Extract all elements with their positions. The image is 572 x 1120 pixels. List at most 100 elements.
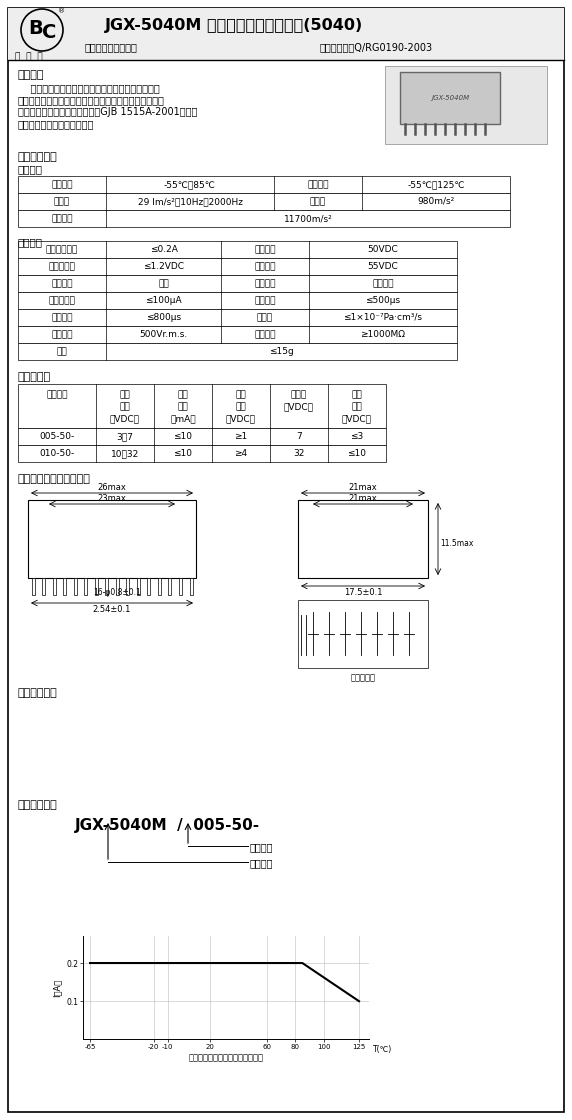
Text: 底视接线图: 底视接线图 xyxy=(351,673,375,682)
Text: ≤10: ≤10 xyxy=(348,449,367,458)
Text: 输入: 输入 xyxy=(178,390,188,399)
Text: 可靠性高等优点。该继电器符合GJB 1515A-2001《固体: 可靠性高等优点。该继电器符合GJB 1515A-2001《固体 xyxy=(18,108,197,116)
Bar xyxy=(298,500,428,578)
Text: 继电器总规范》的质量要求。: 继电器总规范》的质量要求。 xyxy=(18,119,94,129)
Text: B: B xyxy=(29,19,43,37)
Text: 绣缘电阴: 绣缘电阴 xyxy=(254,330,276,339)
Text: ≤500μs: ≤500μs xyxy=(366,296,400,305)
Text: 2.54±0.1: 2.54±0.1 xyxy=(93,605,131,614)
Text: （mA）: （mA） xyxy=(170,414,196,423)
Text: 质量: 质量 xyxy=(57,347,67,356)
Text: 规格序号: 规格序号 xyxy=(250,842,273,852)
Text: 55VDC: 55VDC xyxy=(368,262,398,271)
Text: 介质耗压: 介质耗压 xyxy=(51,330,73,339)
Text: 26max: 26max xyxy=(98,483,126,492)
Text: 反极性: 反极性 xyxy=(291,390,307,399)
Text: （VDC）: （VDC） xyxy=(342,414,372,423)
Text: -55℃～125℃: -55℃～125℃ xyxy=(407,180,464,189)
Bar xyxy=(126,578,129,595)
Bar xyxy=(116,578,119,595)
Text: C: C xyxy=(42,22,56,41)
Text: 7: 7 xyxy=(296,432,302,441)
Bar xyxy=(137,578,140,595)
Text: 环境参数: 环境参数 xyxy=(18,164,43,174)
Text: ≤800μs: ≤800μs xyxy=(146,312,181,323)
Text: T(℃): T(℃) xyxy=(373,1045,392,1054)
Text: ≤3: ≤3 xyxy=(351,432,364,441)
Bar xyxy=(8,8,564,60)
Text: 电压: 电压 xyxy=(120,402,130,411)
Bar xyxy=(18,292,457,309)
Text: 输入: 输入 xyxy=(120,390,130,399)
Text: JGX-5040M  /  005-50-: JGX-5040M / 005-50- xyxy=(75,818,260,833)
Text: 一、特点: 一、特点 xyxy=(18,69,45,80)
Bar xyxy=(31,578,34,595)
Bar xyxy=(298,600,428,668)
Text: ®: ® xyxy=(58,8,66,15)
Text: 三、规格表: 三、规格表 xyxy=(18,372,51,382)
Text: 10～32: 10～32 xyxy=(111,449,139,458)
Bar xyxy=(28,500,196,578)
Text: 11.5max: 11.5max xyxy=(440,539,474,548)
Text: 六、订货示例: 六、订货示例 xyxy=(18,800,58,810)
Text: 21max: 21max xyxy=(348,483,378,492)
Bar xyxy=(18,193,510,211)
Bar xyxy=(189,578,193,595)
Text: 七组直流固体继电器: 七组直流固体继电器 xyxy=(85,41,138,52)
Text: ≤10: ≤10 xyxy=(173,432,193,441)
Bar xyxy=(385,66,547,144)
X-axis label: 最大输出电流与环境温度关系曲线: 最大输出电流与环境温度关系曲线 xyxy=(188,1054,264,1063)
Text: 接通时间: 接通时间 xyxy=(254,296,276,305)
Text: 额定输出电流: 额定输出电流 xyxy=(46,245,78,254)
Text: 29 lm/s²，10Hz～2000Hz: 29 lm/s²，10Hz～2000Hz xyxy=(137,197,243,206)
Text: 该直流固体继电器采用光隔离，功率管输出，金属: 该直流固体继电器采用光隔离，功率管输出，金属 xyxy=(18,83,160,93)
Bar xyxy=(400,72,500,124)
Text: （VDC）: （VDC） xyxy=(284,402,314,411)
Bar xyxy=(63,578,66,595)
Text: ≤0.2A: ≤0.2A xyxy=(149,245,177,254)
Text: ≤1×10⁻⁷Pa·cm³/s: ≤1×10⁻⁷Pa·cm³/s xyxy=(344,312,423,323)
Text: ≤10: ≤10 xyxy=(173,449,193,458)
Text: 储存温度: 储存温度 xyxy=(307,180,329,189)
Bar xyxy=(18,384,386,428)
Text: 玻璃绵缘子密封。具有体积小、动作速度快、多组输出，: 玻璃绵缘子密封。具有体积小、动作速度快、多组输出， xyxy=(18,95,165,105)
Text: 七组常开: 七组常开 xyxy=(372,279,394,288)
Text: 工作温度: 工作温度 xyxy=(51,180,73,189)
Text: 500Vr.m.s.: 500Vr.m.s. xyxy=(140,330,188,339)
Text: 输入组数: 输入组数 xyxy=(51,279,73,288)
Text: 输出漏电流: 输出漏电流 xyxy=(49,296,76,305)
Bar xyxy=(179,578,182,595)
Text: 21max: 21max xyxy=(348,494,378,503)
Text: ≤100μA: ≤100μA xyxy=(145,296,182,305)
Bar xyxy=(18,211,510,227)
Text: 50VDC: 50VDC xyxy=(368,245,398,254)
Text: 005-50-: 005-50- xyxy=(39,432,74,441)
Text: 一组: 一组 xyxy=(158,279,169,288)
Bar xyxy=(148,578,150,595)
Bar xyxy=(84,578,87,595)
Text: 输出电压: 输出电压 xyxy=(254,245,276,254)
Text: 11700m/s²: 11700m/s² xyxy=(284,214,332,223)
Bar xyxy=(105,578,108,595)
Bar xyxy=(53,578,55,595)
Text: JGX-5040M: JGX-5040M xyxy=(431,95,469,101)
Text: 四、外形图和底视接线图: 四、外形图和底视接线图 xyxy=(18,474,91,484)
Text: 产品型号: 产品型号 xyxy=(250,858,273,868)
Text: 宝  成  牌: 宝 成 牌 xyxy=(15,52,43,60)
Text: 980m/s²: 980m/s² xyxy=(418,197,455,206)
Text: 关断: 关断 xyxy=(236,390,247,399)
Text: 电流: 电流 xyxy=(178,402,188,411)
Text: 电压: 电压 xyxy=(352,402,363,411)
Text: 技术参数: 技术参数 xyxy=(18,237,43,248)
Text: 耐态电压: 耐态电压 xyxy=(254,262,276,271)
Text: ≥1: ≥1 xyxy=(235,432,248,441)
Bar xyxy=(18,326,457,343)
Bar xyxy=(18,241,457,258)
Bar xyxy=(18,258,457,276)
Bar xyxy=(18,176,510,193)
Bar xyxy=(18,343,457,360)
Text: JGX-5040M 型密封直流固体继电器(5040): JGX-5040M 型密封直流固体继电器(5040) xyxy=(105,18,363,32)
Text: 详细规范号：Q/RG0190-2003: 详细规范号：Q/RG0190-2003 xyxy=(320,41,433,52)
Text: ≥4: ≥4 xyxy=(235,449,248,458)
Bar xyxy=(95,578,98,595)
